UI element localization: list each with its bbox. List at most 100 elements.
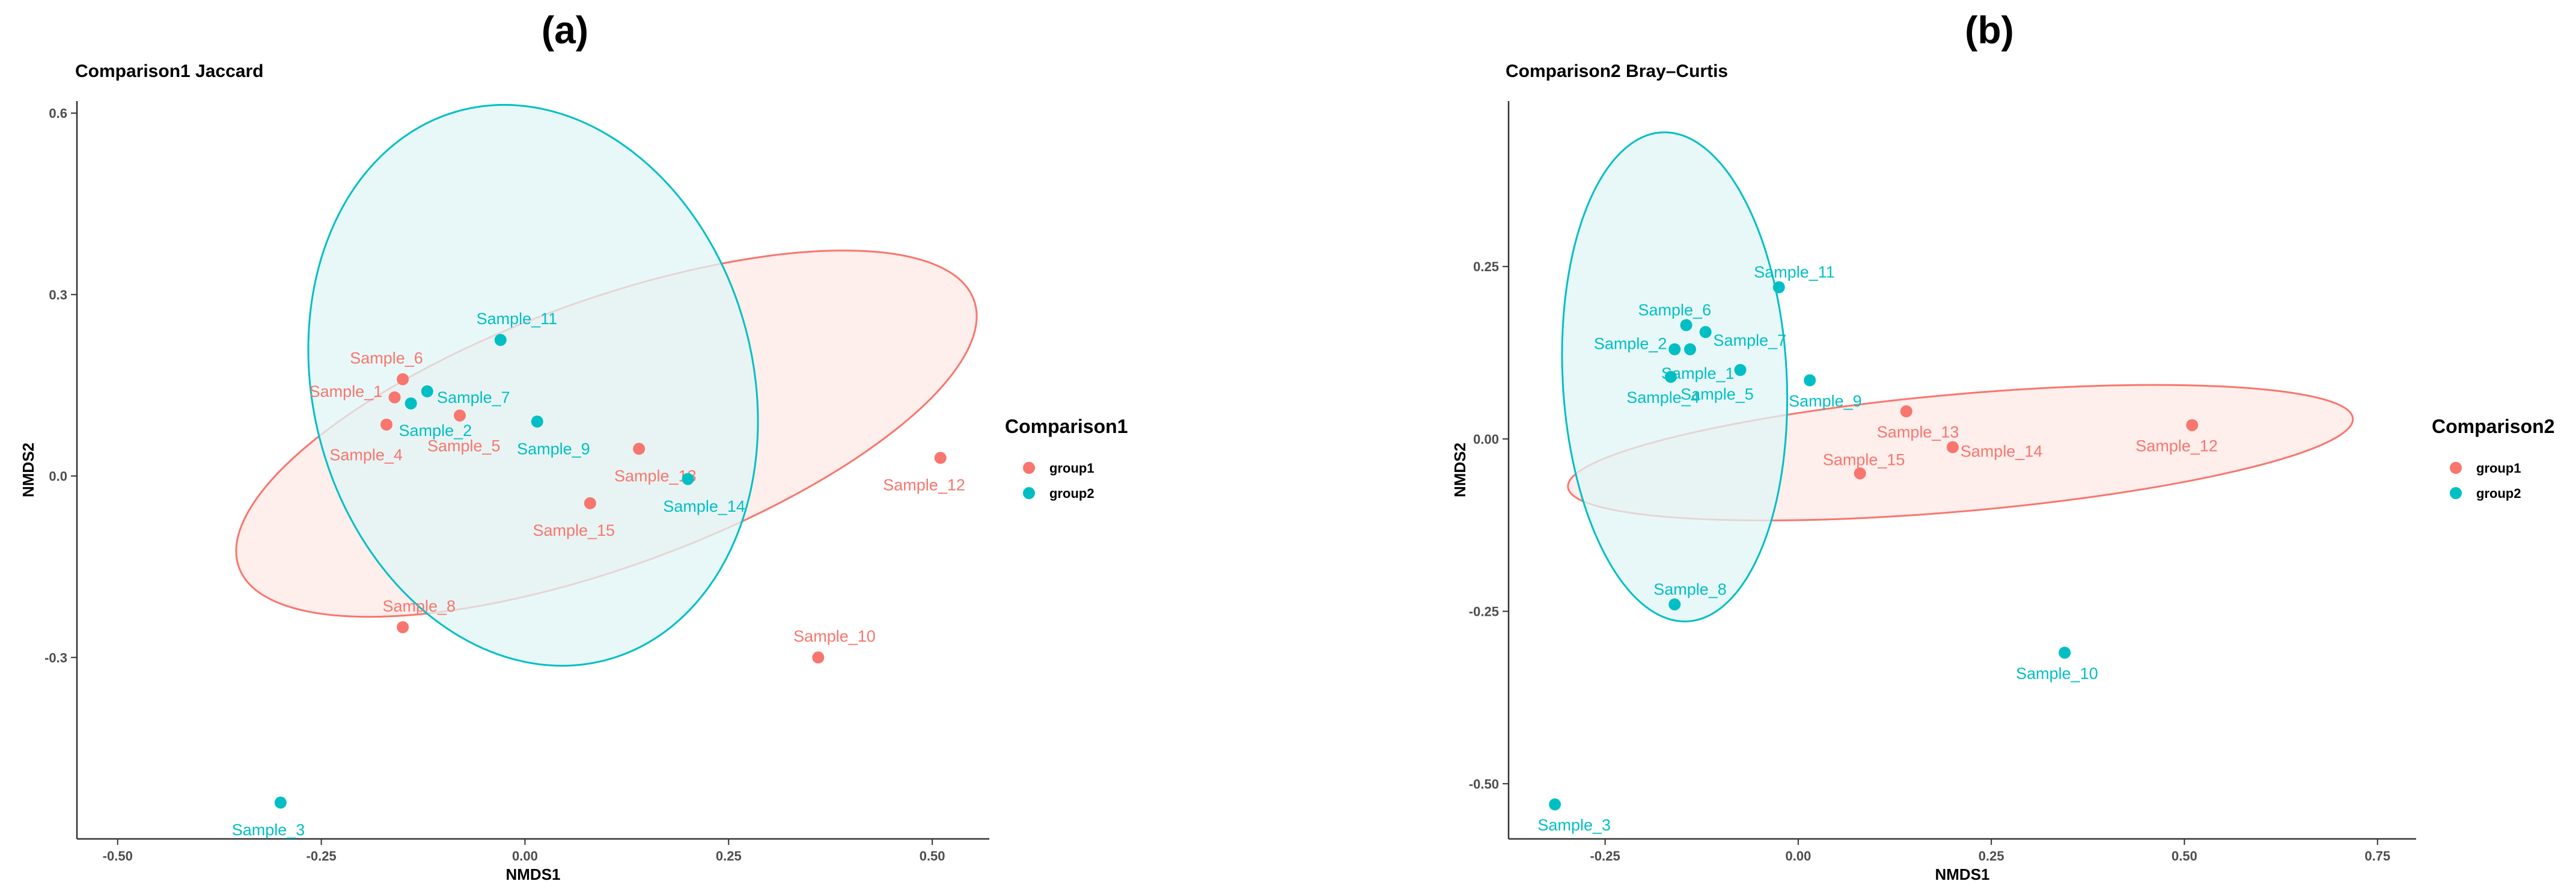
x-tick-label: -0.25 bbox=[1590, 849, 1620, 864]
point-sample-3 bbox=[1549, 798, 1561, 811]
point-sample-5 bbox=[1734, 364, 1747, 376]
y-tick-label: 0.00 bbox=[1473, 432, 1499, 447]
point-label: Sample_7 bbox=[1714, 331, 1787, 349]
point-sample-10 bbox=[812, 651, 825, 664]
point-label: Sample_10 bbox=[2016, 664, 2098, 683]
point-sample-3 bbox=[274, 796, 287, 809]
y-axis-label: NMDS2 bbox=[19, 443, 37, 497]
point-label: Sample_11 bbox=[477, 310, 558, 328]
panel-a: (a) Comparison1 Jaccard -0.50 -0.25 0.00 0.25… bbox=[19, 8, 1128, 883]
x-axis-label: NMDS1 bbox=[1935, 865, 1989, 883]
point-sample-8 bbox=[397, 621, 409, 633]
legend-key-group1 bbox=[2450, 462, 2462, 474]
point-label: Sample_10 bbox=[793, 627, 876, 645]
y-tick-label: -0.3 bbox=[44, 650, 67, 665]
point-sample-9 bbox=[1804, 374, 1816, 387]
point-label: Sample_5 bbox=[1680, 385, 1754, 403]
point-label: Sample_14 bbox=[1961, 443, 2043, 461]
legend-title: Comparison1 bbox=[1005, 416, 1128, 437]
point-label: Sample_3 bbox=[232, 821, 305, 839]
y-tick-label: 0.0 bbox=[49, 469, 67, 484]
point-label: Sample_7 bbox=[437, 388, 510, 407]
point-label: Sample_6 bbox=[1638, 301, 1712, 319]
point-sample-10 bbox=[2059, 646, 2071, 659]
legend-title: Comparison2 bbox=[2432, 416, 2554, 437]
x-tick-label: -0.50 bbox=[103, 849, 133, 864]
y-axis-label: NMDS2 bbox=[1451, 443, 1469, 497]
point-sample-12 bbox=[2186, 419, 2199, 431]
point-label: Sample_6 bbox=[350, 349, 423, 367]
point-sample-13 bbox=[633, 443, 646, 455]
point-sample-7 bbox=[1699, 326, 1712, 339]
y-tick-label: 0.6 bbox=[49, 106, 67, 121]
point-label: Sample_9 bbox=[1789, 392, 1862, 410]
point-label: Sample_1 bbox=[310, 382, 383, 401]
point-label: Sample_12 bbox=[883, 476, 965, 494]
point-label: Sample_3 bbox=[1537, 816, 1611, 834]
point-sample-6 bbox=[1680, 319, 1692, 331]
point-sample-9 bbox=[531, 416, 543, 428]
legend-label: group2 bbox=[2476, 486, 2521, 501]
point-sample-4 bbox=[380, 419, 393, 431]
point-label: Sample_13 bbox=[1877, 423, 1959, 441]
panel-label: (b) bbox=[1965, 8, 2014, 52]
legend-key-group1 bbox=[1023, 462, 1035, 474]
point-label: Sample_4 bbox=[329, 446, 403, 464]
x-tick-label: 0.25 bbox=[716, 849, 742, 864]
ellipse-layer bbox=[235, 103, 978, 667]
point-sample-2 bbox=[404, 397, 417, 410]
point-sample-2 bbox=[1668, 343, 1681, 355]
x-tick-label: 0.00 bbox=[512, 849, 538, 864]
point-label: Sample_8 bbox=[1653, 580, 1727, 598]
point-sample-15 bbox=[584, 497, 596, 509]
point-sample-8 bbox=[1668, 598, 1681, 611]
point-label: Sample_9 bbox=[517, 440, 590, 458]
point-sample-15 bbox=[1854, 467, 1866, 480]
x-tick-label: 0.00 bbox=[1786, 849, 1811, 864]
point-sample-7 bbox=[421, 385, 433, 397]
point-label: Sample_13 bbox=[614, 467, 697, 485]
y-tick-label: 0.25 bbox=[1473, 259, 1499, 274]
point-label: Sample_2 bbox=[1594, 335, 1667, 353]
point-label: Sample_15 bbox=[533, 521, 615, 539]
x-axis-label: NMDS1 bbox=[505, 865, 560, 883]
point-label: Sample_8 bbox=[382, 597, 456, 615]
legend-label: group2 bbox=[1049, 486, 1094, 501]
y-tick-label: 0.3 bbox=[49, 287, 67, 302]
point-label: Sample_2 bbox=[399, 422, 472, 440]
point-sample-11 bbox=[1772, 281, 1785, 293]
point-sample-14 bbox=[682, 473, 694, 485]
legend: Comparison1 group1 group2 bbox=[1005, 416, 1128, 501]
x-tick-label: -0.25 bbox=[307, 849, 337, 864]
chart-title: Comparison1 Jaccard bbox=[75, 61, 263, 81]
legend-label: group1 bbox=[1049, 461, 1094, 476]
x-tick-label: 0.25 bbox=[1979, 849, 2004, 864]
x-tick-label: 0.50 bbox=[920, 849, 945, 864]
point-sample-4 bbox=[1664, 370, 1677, 383]
ellipse-group2 bbox=[307, 103, 759, 667]
legend: Comparison2 group1 group2 bbox=[2432, 416, 2554, 501]
point-label: Sample_5 bbox=[427, 437, 501, 455]
point-label: Sample_12 bbox=[2135, 437, 2218, 455]
point-sample-13 bbox=[1900, 405, 1912, 418]
point-label: Sample_14 bbox=[663, 497, 745, 515]
point-label: Sample_15 bbox=[1823, 450, 1905, 468]
x-tick-label: 0.75 bbox=[2364, 849, 2390, 864]
point-sample-11 bbox=[494, 334, 507, 346]
point-sample-6 bbox=[397, 373, 409, 385]
panel-label: (a) bbox=[542, 8, 588, 52]
legend-label: group1 bbox=[2476, 461, 2521, 476]
point-sample-14 bbox=[1946, 441, 1959, 453]
chart-title: Comparison2 Bray–Curtis bbox=[1506, 61, 1728, 81]
panel-b: (b) Comparison2 Bray–Curtis -0.25 0.00 0.25 0… bbox=[1451, 8, 2554, 883]
point-sample-12 bbox=[934, 452, 947, 464]
point-label: Sample_4 bbox=[1626, 388, 1700, 407]
y-tick-label: -0.25 bbox=[1469, 604, 1499, 619]
y-tick-label: -0.50 bbox=[1469, 776, 1499, 791]
point-sample-1 bbox=[1684, 343, 1696, 355]
point-label: Sample_11 bbox=[1754, 263, 1835, 281]
x-tick-label: 0.50 bbox=[2172, 849, 2197, 864]
legend-key-group2 bbox=[2450, 487, 2462, 499]
legend-key-group2 bbox=[1023, 487, 1035, 499]
